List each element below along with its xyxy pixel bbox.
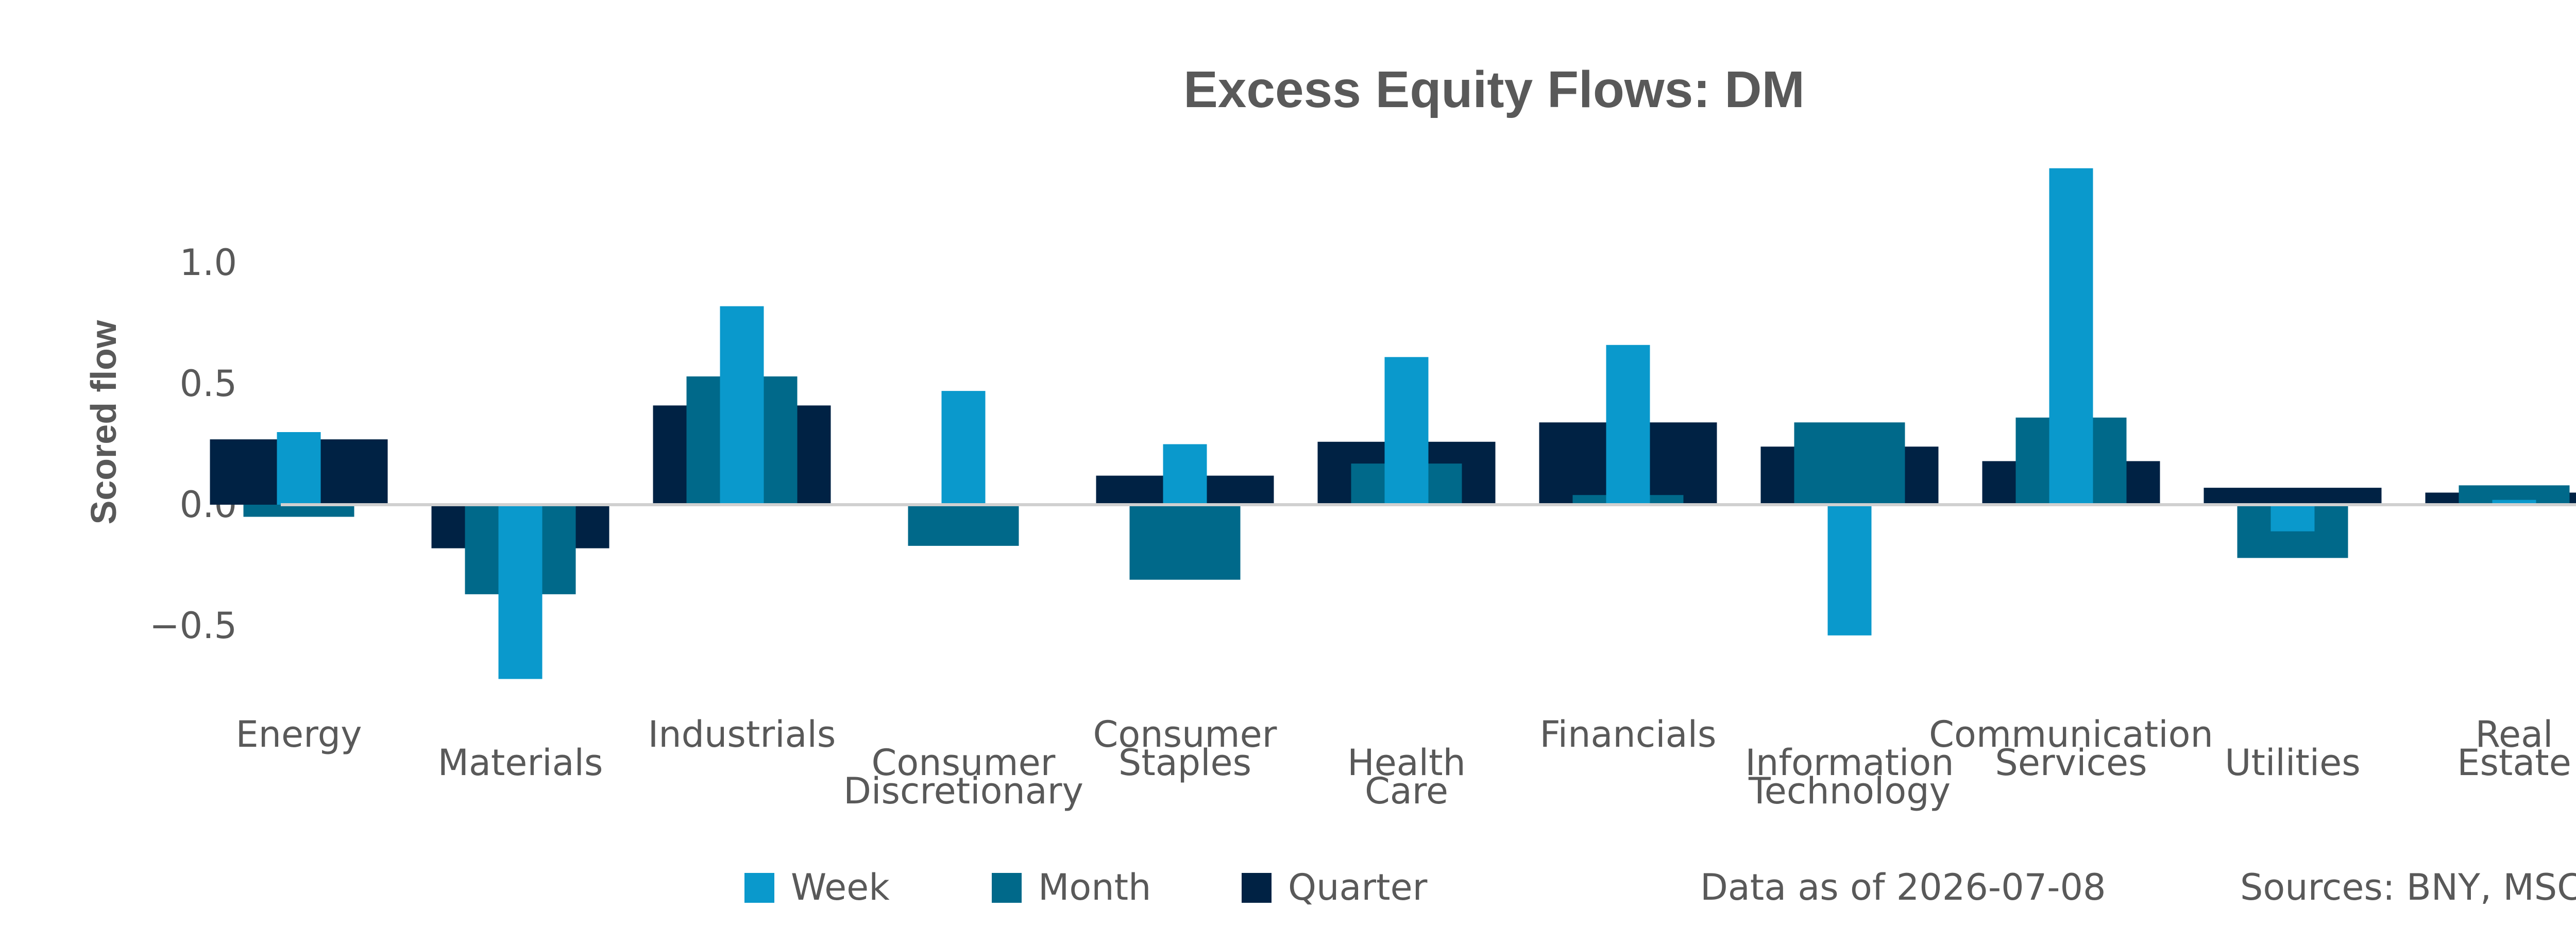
category-label-communication-services: Communication Services [1929,713,2213,784]
category-label-financials: Financials [1540,713,1717,756]
category-label-health-care: Health Care [1347,742,1466,812]
category-label-utilities: Utilities [2225,742,2360,784]
bar-week-industrials [720,306,764,505]
y-axis-title: Scored flow [83,320,124,524]
legend-label-quarter: Quarter [1288,866,1428,908]
bar-week-health-care [1384,357,1429,505]
category-label-energy: Energy [235,713,362,756]
legend-label-week: Week [791,866,890,908]
category-label-consumer-discretionary: Consumer Discretionary [843,742,1083,812]
bar-week-real-estate [2492,500,2536,505]
y-tick-label: 1.0 [180,242,237,284]
legend-label-month: Month [1038,866,1151,908]
bar-week-materials [498,505,543,679]
category-label-materials: Materials [438,742,603,784]
bar-month-energy [243,505,354,517]
bar-week-consumer-staples [1163,444,1207,505]
sources-note: Sources: BNY, MSCI [2240,866,2576,908]
legend-swatch-week [744,873,774,903]
bar-week-communication-services [2049,168,2093,505]
bar-week-information-technology [1827,505,1872,636]
bar-week-utilities [2270,505,2315,531]
bar-month-consumer-discretionary [908,505,1019,546]
category-label-information-technology: Information Technology [1745,742,1954,812]
category-label-real-estate: Real Estate [2457,713,2571,784]
bar-week-energy [277,432,321,505]
category-label-consumer-staples: Consumer Staples [1093,713,1277,784]
bar-week-consumer-discretionary [941,391,986,505]
bar-month-information-technology [1794,422,1905,505]
bar-quarter-utilities [2204,488,2382,505]
chart-title: Excess Equity Flows: DM [1183,61,1805,118]
data-as-of-note: Data as of 2026-07-08 [1700,866,2106,908]
legend-swatch-month [992,873,1022,903]
y-tick-label: −0.5 [149,605,237,647]
y-tick-label: 0.5 [180,363,237,405]
bar-series [210,168,2576,679]
bar-month-consumer-staples [1129,505,1241,580]
bar-week-financials [1606,345,1650,505]
legend: Week Month Quarter [744,866,1428,908]
category-label-industrials: Industrials [648,713,836,756]
legend-swatch-quarter [1242,873,1272,903]
